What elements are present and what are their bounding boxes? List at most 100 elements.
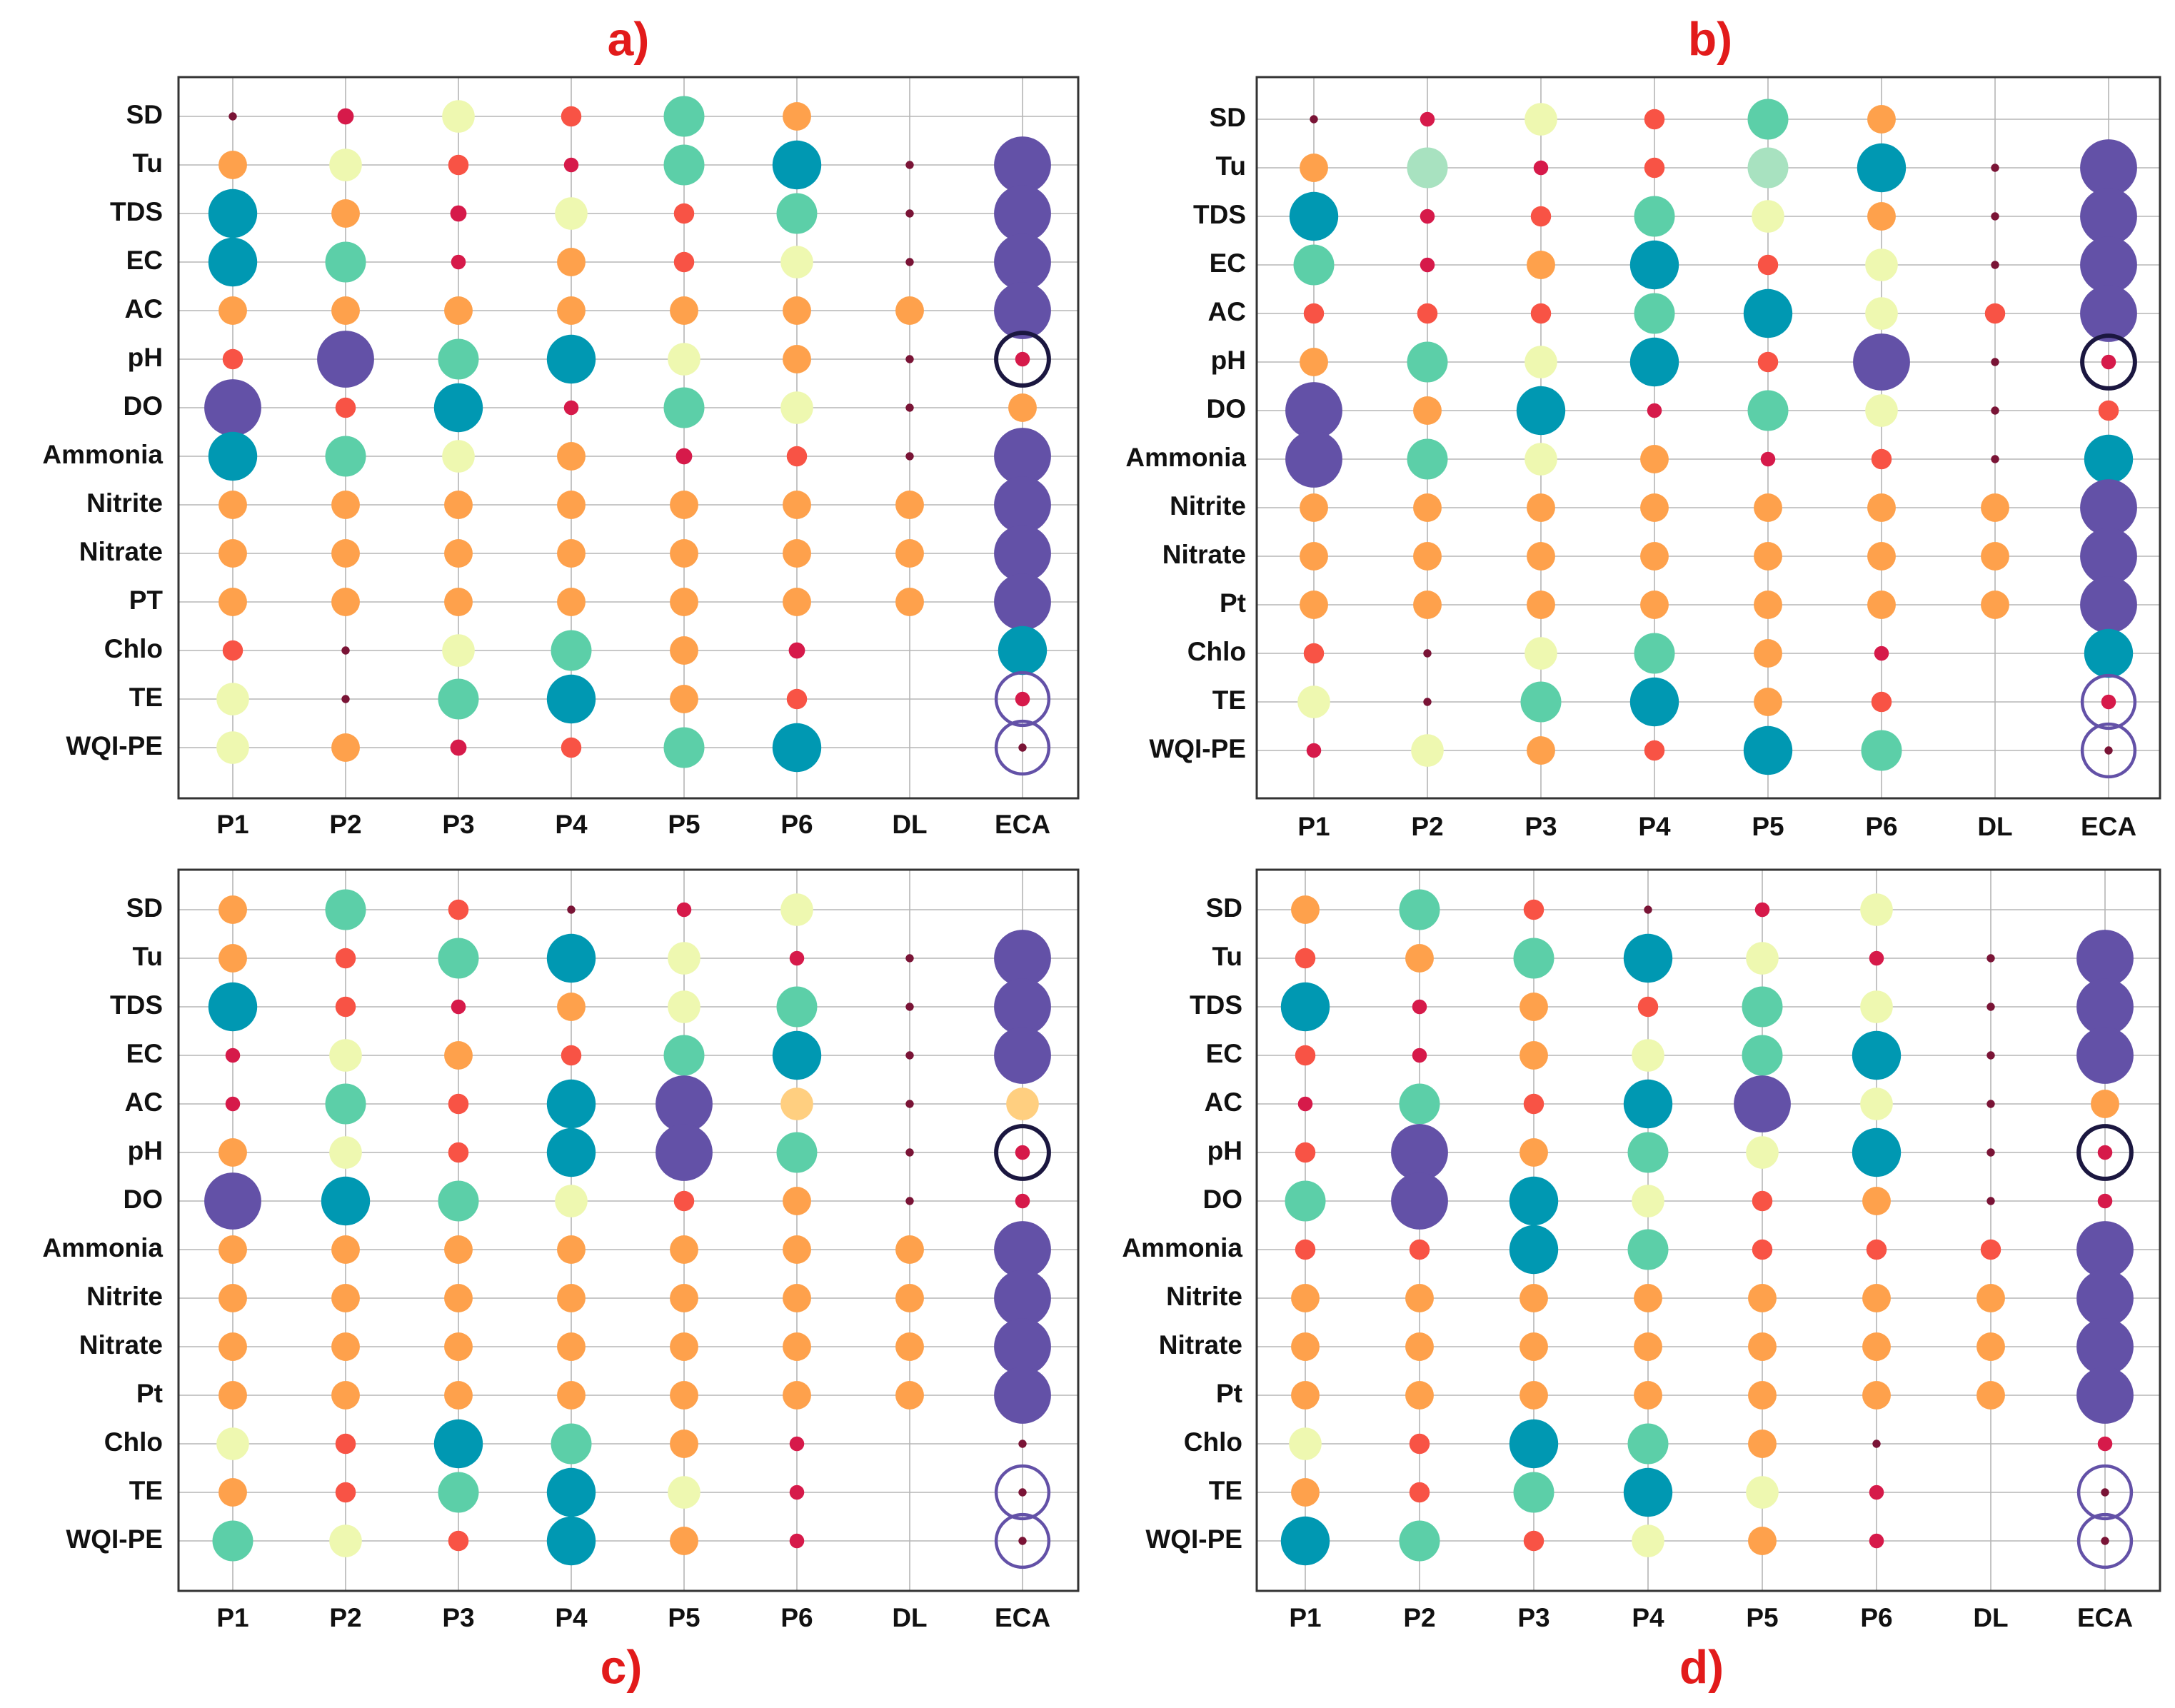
bubble [1984,303,2006,324]
bubble [438,1472,479,1513]
bubble [1289,1427,1322,1460]
bubble [1520,1138,1548,1167]
bubble [1513,1472,1554,1513]
bubble [1734,1075,1791,1132]
bubble [670,1235,698,1264]
bubble [444,1235,473,1264]
bubble [1399,1520,1440,1562]
bubble [329,1039,362,1072]
bubble [218,588,247,616]
column-label: P2 [329,1603,361,1632]
bubble [1291,1478,1320,1507]
bubble [1523,899,1544,920]
bubble [994,476,1051,533]
bubble [561,1045,582,1066]
column-label: P1 [216,1603,248,1632]
column-label: P3 [1524,812,1557,841]
bubble [1623,1467,1673,1517]
row-label: DO [124,1185,164,1214]
bubble [218,1381,247,1410]
bubble [1981,591,2009,619]
bubble [1981,542,2009,571]
bubble [448,1142,469,1163]
bubble [668,343,700,376]
bubble [204,379,261,436]
bubble [1861,730,1902,771]
bubble [218,539,247,568]
bubble [444,1332,473,1361]
bubble [1629,337,1679,387]
bubble [1991,406,1999,415]
panel-title: b) [1688,12,1732,65]
row-label: Nitrate [79,537,163,566]
bubble [1417,303,1438,324]
row-label: TDS [1193,200,1246,229]
panel-c: c) SD Tu TDS EC AC pH DO Ammonia Nitrite Nitrate Pt… [42,868,1080,1693]
bubble [1871,448,1892,470]
column-label: P1 [1289,1603,1321,1632]
bubble [1411,734,1444,767]
bubble [2076,1367,2134,1424]
bubble [1976,1381,2005,1410]
bubble [2080,188,2137,245]
bubble [325,436,366,477]
column-label: ECA [2077,1603,2133,1632]
bubble-dot [1018,1537,1027,1545]
bubble [444,1381,473,1410]
bubble [1627,1229,1669,1270]
bubble [1623,1079,1673,1129]
bubble [1634,633,1675,674]
row-label: Tu [133,942,163,971]
bubble [668,942,700,975]
bubble-ring [2080,333,2137,391]
bubble [1527,493,1555,522]
row-label: Tu [133,149,163,178]
bubble [1981,493,2009,522]
bubble [1746,1136,1779,1169]
bubble [895,588,924,616]
bubble [448,899,469,920]
bubble [442,100,475,133]
bubble [557,248,586,276]
bubble [1300,493,1328,522]
bubble [2080,139,2137,196]
bubble-dot [1018,1488,1027,1497]
bubble [557,993,586,1021]
row-label: pH [128,1136,163,1165]
bubble [994,1367,1051,1424]
bubble [444,296,473,325]
bubble [1644,740,1665,761]
bubble [1524,443,1557,476]
bubble [1867,202,1896,231]
bubble [1524,637,1557,670]
bubble [325,889,366,930]
column-label: DL [892,1603,927,1632]
bubble [1289,191,1339,241]
panel-a: a) SD Tu TDS EC AC pH DO Ammonia Nitrite Nitrate PT… [42,12,1080,839]
bubble [546,334,596,384]
bubble [789,1436,805,1452]
bubble [442,634,475,667]
bubble [331,199,360,228]
bubble-ring [2076,1512,2134,1569]
bubble [2080,528,2137,585]
bubble [786,688,808,710]
row-label: AC [125,294,163,323]
bubble [331,491,360,519]
bubble [444,1041,473,1070]
bubble [546,674,596,724]
bubble [673,203,695,224]
bubble [1399,1083,1440,1125]
bubble [905,1100,914,1108]
row-label: Ammonia [1122,1233,1242,1262]
bubble-dot [1018,743,1027,752]
column-label: DL [892,810,927,839]
bubble [1976,1332,2005,1361]
bubble [225,1048,241,1063]
bubble [1420,209,1435,224]
bubble [1640,542,1669,571]
bubble [1008,393,1037,422]
row-label: Nitrite [1170,491,1246,521]
bubble [551,630,592,671]
bubble [208,189,258,238]
